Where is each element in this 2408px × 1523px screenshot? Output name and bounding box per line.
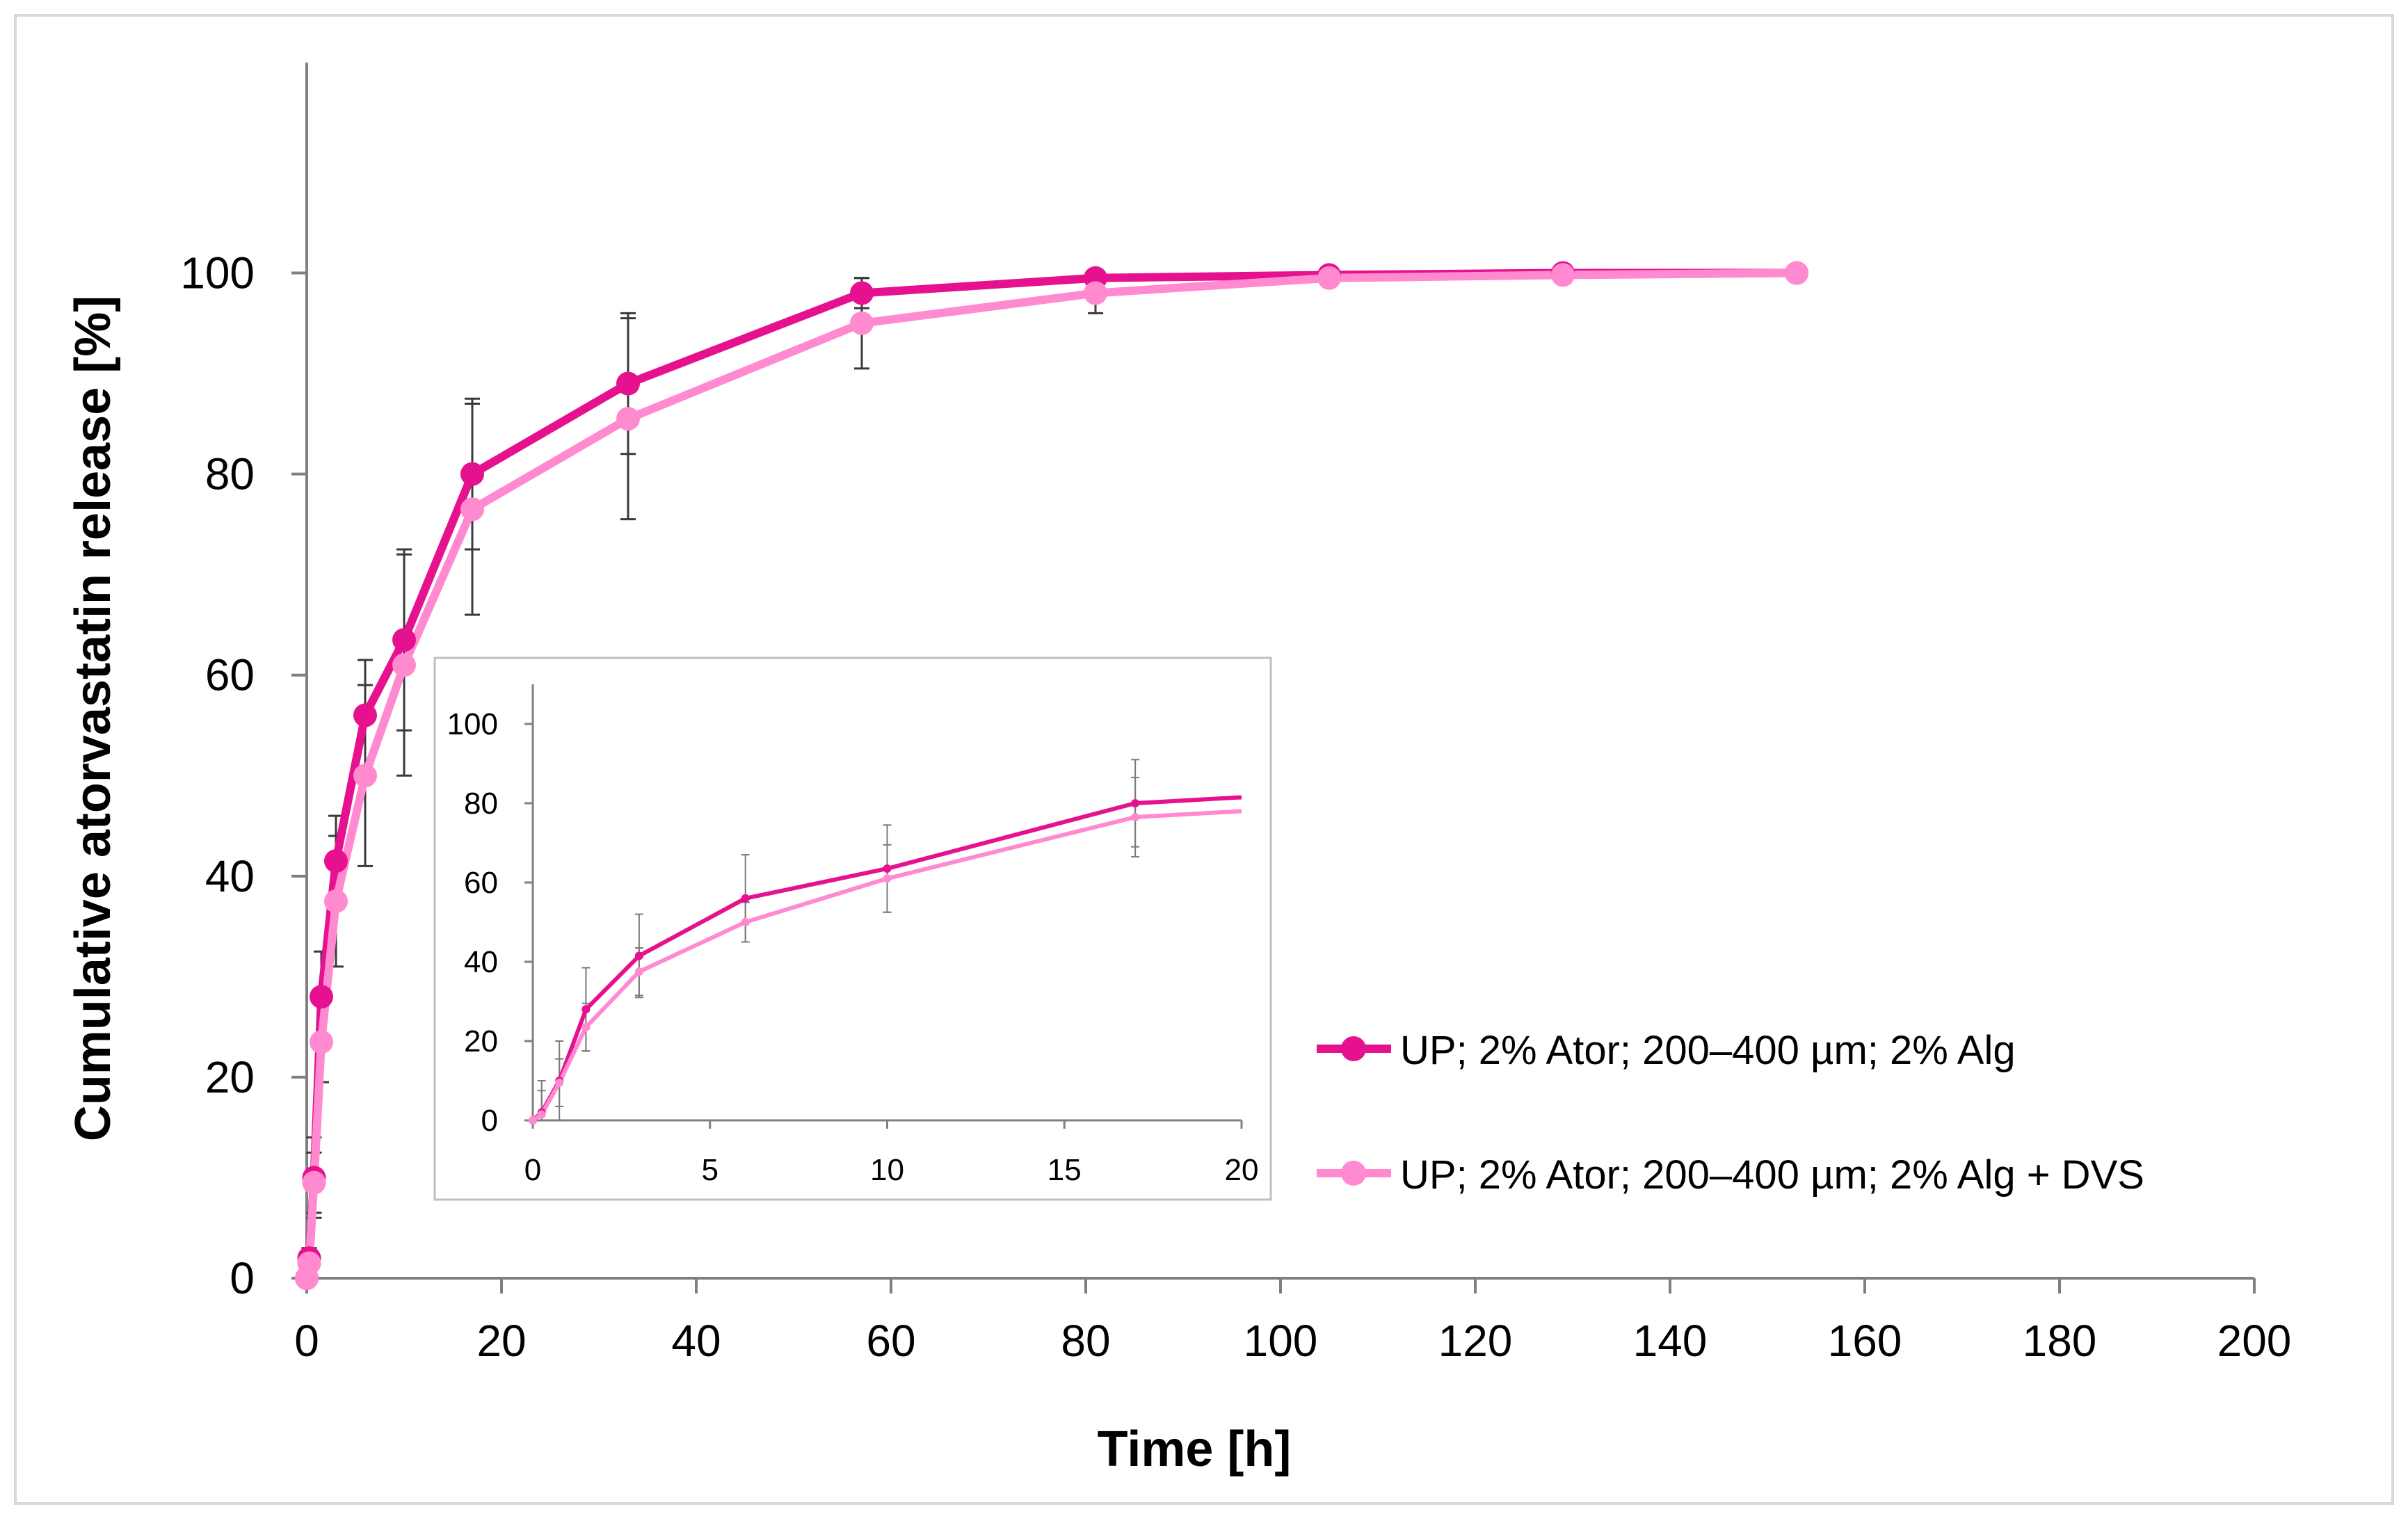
inset-data-point: [537, 1110, 546, 1119]
legend-swatch-marker: [1341, 1036, 1366, 1061]
data-point: [1084, 281, 1107, 305]
data-point: [392, 628, 416, 652]
series-line-2: [303, 268, 1797, 1279]
inset-y-tick-label: 60: [464, 866, 498, 900]
data-point: [1317, 266, 1341, 290]
inset-data-point: [1131, 812, 1140, 821]
inset-data-point: [741, 918, 750, 926]
inset-data-point: [581, 1005, 591, 1014]
data-point: [460, 497, 484, 522]
legend-label-series-2: UP; 2% Ator; 200–400 µm; 2% Alg + DVS: [1400, 1152, 2144, 1198]
x-tick-label: 120: [1438, 1316, 1513, 1366]
inset-y-tick-label: 40: [464, 945, 498, 979]
inset-y-tick-label: 80: [464, 787, 498, 821]
inset-data-point: [634, 967, 643, 976]
inset-y-tick-label: 0: [481, 1104, 498, 1138]
data-point: [324, 849, 348, 873]
x-axis-title: Time [h]: [1098, 1421, 1292, 1477]
y-tick-label: 60: [205, 650, 255, 700]
x-tick-label: 160: [1828, 1316, 1902, 1366]
inset-y-tick-label: 20: [464, 1024, 498, 1058]
inset-data-point: [555, 1078, 564, 1087]
data-point: [353, 703, 377, 727]
main-series-lines: [303, 268, 1797, 1279]
x-tick-label: 40: [671, 1316, 721, 1366]
inset-data-point: [529, 1116, 537, 1125]
inset-y-tick-label: 100: [447, 707, 498, 741]
x-tick-label: 180: [2023, 1316, 2097, 1366]
x-tick-label: 100: [1244, 1316, 1318, 1366]
y-tick-label: 100: [180, 248, 255, 298]
legend-entry-series-1: UP; 2% Ator; 200–400 µm; 2% Alg: [1317, 1028, 2016, 1073]
x-tick-label: 200: [2217, 1316, 2292, 1366]
data-point: [1785, 261, 1808, 285]
data-point: [850, 311, 874, 335]
y-tick-label: 80: [205, 449, 255, 499]
data-point: [297, 1251, 321, 1275]
data-point: [324, 889, 348, 913]
y-axis-title: Cumulative atorvastatin release [%]: [65, 296, 121, 1141]
inset-x-tick-label: 5: [702, 1153, 719, 1187]
y-tick-label: 20: [205, 1052, 255, 1102]
inset-x-tick-label: 15: [1048, 1153, 1082, 1187]
inset-data-point: [634, 951, 643, 960]
x-tick-label: 80: [1061, 1316, 1110, 1366]
y-tick-label: 40: [205, 851, 255, 901]
data-point: [353, 764, 377, 788]
legend-entry-series-2: UP; 2% Ator; 200–400 µm; 2% Alg + DVS: [1317, 1152, 2144, 1198]
data-point: [310, 1030, 333, 1054]
data-point: [392, 653, 416, 677]
data-point: [1551, 263, 1575, 287]
data-point: [310, 985, 333, 1009]
inset-series-points: [529, 799, 1140, 1125]
y-tick-label: 0: [230, 1253, 255, 1303]
data-point: [302, 1170, 326, 1195]
x-tick-label: 0: [294, 1316, 319, 1366]
data-point: [616, 407, 640, 431]
inset-x-tick-label: 0: [524, 1153, 541, 1187]
inset-data-point: [741, 894, 750, 903]
inset-data-point: [883, 864, 892, 873]
data-point: [460, 462, 484, 486]
x-tick-label: 140: [1633, 1316, 1708, 1366]
inset-x-tick-label: 10: [870, 1153, 904, 1187]
x-tick-label: 20: [476, 1316, 526, 1366]
main-series-points: [295, 261, 1808, 1290]
inset-ticks: 0 20 40 60 80 100 0 5 10 15 20: [447, 707, 1259, 1187]
legend-label-series-1: UP; 2% Ator; 200–400 µm; 2% Alg: [1400, 1028, 2016, 1073]
legend: UP; 2% Ator; 200–400 µm; 2% Alg UP; 2% A…: [1317, 1028, 2144, 1198]
data-point: [850, 281, 874, 305]
legend-swatch-marker: [1341, 1161, 1366, 1186]
inset-data-point: [883, 874, 892, 883]
x-tick-label: 60: [866, 1316, 915, 1366]
inset-x-tick-label: 20: [1225, 1153, 1259, 1187]
inset-data-point: [1131, 799, 1140, 807]
inset-data-point: [581, 1023, 591, 1032]
inset-frame: [433, 656, 1272, 1201]
data-point: [616, 371, 640, 396]
